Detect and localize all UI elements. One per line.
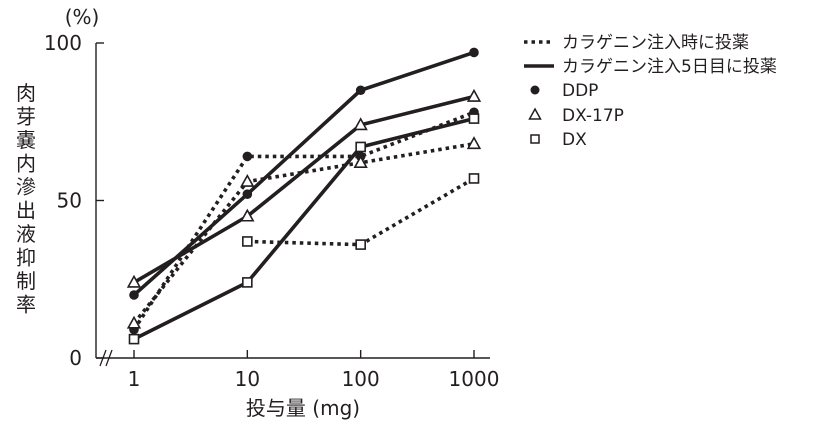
- series-line-dotted-ddp: [132, 110, 475, 331]
- data-point-dx: [242, 277, 253, 288]
- data-point-dx-17p: [126, 274, 142, 288]
- series-layer: [126, 47, 482, 345]
- data-point-dx: [468, 173, 480, 184]
- y-axis-title: 肉芽嚢内滲出液抑制率: [16, 81, 36, 317]
- data-point-ddp: [242, 189, 253, 199]
- data-point-dx-17p: [240, 173, 255, 187]
- y-unit-label: (%): [65, 5, 100, 29]
- data-point-dx: [355, 239, 366, 250]
- y-tick-label: 100: [44, 31, 82, 55]
- x-ticks: 1 10 100 1000: [128, 350, 500, 391]
- legend: カラゲニン注入時に投薬 カラゲニン注入5日目に投薬 DDP DX-17P DX: [524, 33, 777, 150]
- y-tick-label: 0: [69, 346, 82, 370]
- data-point-ddp: [355, 85, 366, 96]
- series-line-solid-ddp: [132, 50, 475, 297]
- data-point-dx: [128, 333, 140, 345]
- series-line-dotted-dx-17p: [132, 142, 475, 325]
- x-tick-label: 1000: [449, 367, 500, 391]
- legend-label-dx: DX: [562, 130, 587, 150]
- data-point-dx-17p: [353, 117, 368, 131]
- legend-label-dotted: カラゲニン注入時に投薬: [562, 33, 749, 53]
- data-point-dx: [242, 236, 253, 247]
- data-point-ddp: [129, 290, 139, 300]
- legend-symbol-open-square: [530, 134, 540, 144]
- data-point-dx-17p: [466, 136, 482, 150]
- data-point-dx-17p: [126, 315, 142, 329]
- y-ticks: 0 50 100: [44, 31, 104, 370]
- legend-symbol-filled-circle: [530, 85, 540, 95]
- legend-label-solid: カラゲニン注入5日目に投薬: [562, 57, 777, 77]
- data-point-dx: [468, 113, 480, 124]
- legend-label-ddp: DDP: [562, 81, 598, 101]
- series-line-solid-dx: [133, 116, 475, 341]
- x-tick-label: 10: [235, 367, 260, 391]
- data-point-ddp: [469, 47, 479, 58]
- data-point-dx-17p: [353, 155, 368, 168]
- legend-symbol-open-triangle: [528, 107, 542, 120]
- series-line-solid-dx-17p: [133, 94, 475, 284]
- x-tick-label: 100: [342, 367, 380, 391]
- x-tick-label: 1: [128, 367, 141, 391]
- x-axis-title: 投与量 (mg): [246, 396, 360, 420]
- data-point-dx: [355, 141, 366, 153]
- y-tick-label: 50: [57, 189, 82, 213]
- data-point-ddp: [242, 151, 253, 162]
- legend-label-dx17p: DX-17P: [562, 106, 624, 126]
- data-point-dx-17p: [240, 208, 255, 222]
- data-point-dx-17p: [466, 88, 482, 102]
